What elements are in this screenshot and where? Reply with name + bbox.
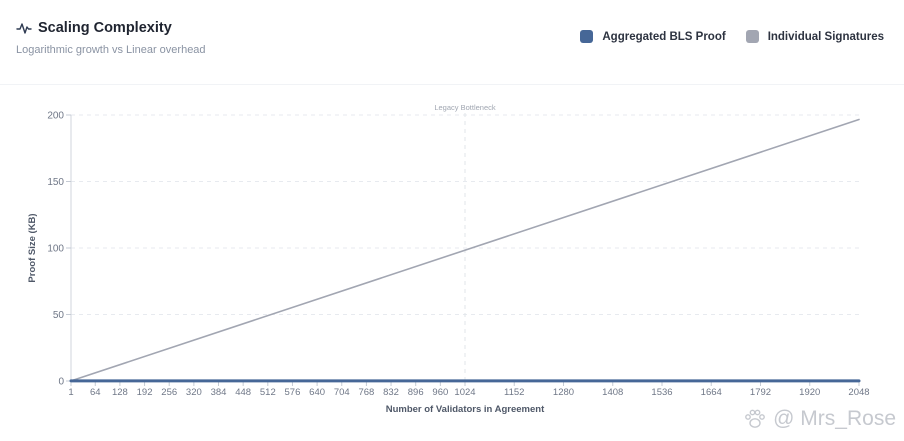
x-tick-label: 832 (383, 387, 399, 398)
title-row: Scaling Complexity (16, 20, 172, 36)
x-tick-label: 1920 (799, 387, 820, 398)
x-tick-label: 448 (235, 387, 251, 398)
x-tick-label: 1664 (701, 387, 722, 398)
pulse-icon (16, 23, 32, 34)
y-tick-label: 50 (53, 310, 65, 321)
annotation-label: Legacy Bottleneck (434, 103, 496, 112)
paw-icon (745, 409, 766, 428)
x-tick-label: 512 (260, 387, 276, 398)
y-tick-label: 100 (47, 244, 64, 255)
watermark-text: @ Mrs_Rose (773, 407, 896, 430)
x-tick-label: 1792 (750, 387, 771, 398)
series-line-individual-signatures (70, 118, 860, 382)
y-tick-label: 150 (47, 177, 64, 188)
x-tick-label: 192 (137, 387, 153, 398)
x-tick-label: 2048 (848, 387, 869, 398)
x-tick-label: 1536 (651, 387, 672, 398)
y-tick-label: 0 (58, 377, 64, 388)
x-axis-label: Number of Validators in Agreement (386, 404, 545, 415)
x-tick-label: 1152 (504, 387, 524, 398)
legend: Aggregated BLS Proof Individual Signatur… (560, 30, 884, 43)
x-tick-label: 256 (161, 387, 177, 398)
legend-label-individual: Individual Signatures (767, 30, 884, 43)
x-tick-label: 576 (285, 387, 301, 398)
chart-header: Scaling Complexity Logarithmic growth vs… (0, 0, 904, 85)
x-tick-label: 384 (211, 387, 227, 398)
x-tick-label: 64 (90, 387, 101, 398)
x-tick-label: 640 (309, 387, 325, 398)
x-tick-label: 1280 (553, 387, 574, 398)
legend-item-aggregated-bls-proof[interactable]: Aggregated BLS Proof (580, 30, 726, 43)
legend-swatch-individual (745, 30, 759, 43)
chart-subtitle: Logarithmic growth vs Linear overhead (16, 44, 206, 56)
y-axis-label: Proof Size (KB) (27, 213, 38, 282)
x-tick-label: 896 (408, 387, 424, 398)
x-tick-label: 128 (112, 387, 128, 398)
x-tick-label: 1408 (602, 387, 623, 398)
x-tick-label: 320 (186, 387, 202, 398)
x-tick-label: 768 (358, 387, 374, 398)
x-tick-label: 1 (68, 387, 73, 398)
legend-item-individual-signatures[interactable]: Individual Signatures (745, 30, 884, 43)
x-tick-label: 1024 (454, 387, 475, 398)
y-tick-label: 200 (47, 111, 64, 122)
chart-title: Scaling Complexity (38, 20, 172, 36)
legend-label-aggregated: Aggregated BLS Proof (602, 30, 726, 43)
watermark: @ Mrs_Rose (743, 407, 896, 431)
x-tick-label: 704 (334, 387, 350, 398)
x-tick-label: 960 (432, 387, 448, 398)
legend-swatch-aggregated (580, 30, 594, 43)
